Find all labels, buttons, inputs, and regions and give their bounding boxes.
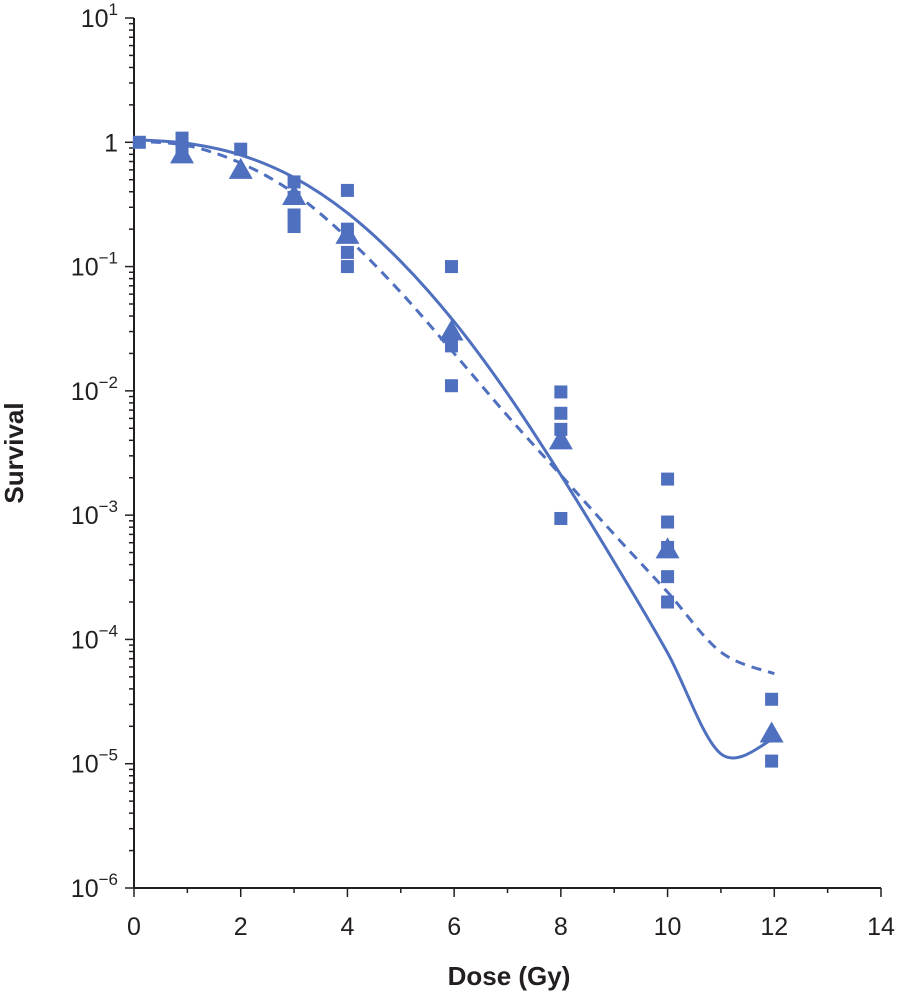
y-tick-label-exponent: −4 (99, 621, 118, 640)
y-tick-label: 101 (81, 0, 118, 33)
triangle-point (170, 142, 195, 164)
square-point (554, 406, 568, 420)
square-point (340, 183, 354, 197)
y-tick-label: 10−1 (71, 249, 118, 282)
y-tick-label: 10−6 (71, 870, 118, 903)
y-tick-label: 10−4 (71, 621, 118, 654)
x-tick-label: 10 (654, 913, 682, 941)
square-point (554, 385, 568, 399)
y-tick-label-base: 1 (104, 129, 118, 157)
square-point (554, 511, 568, 525)
square-point (661, 570, 675, 584)
square-point (444, 260, 458, 274)
x-tick-label: 14 (867, 913, 895, 941)
y-tick-label-base: 10 (71, 875, 99, 903)
y-tick-label-exponent: −5 (99, 746, 118, 765)
series-layer (132, 131, 784, 768)
y-tick-label-exponent: 1 (109, 0, 118, 19)
x-tick-label: 0 (127, 913, 141, 941)
y-tick-label-base: 10 (71, 626, 99, 654)
dashed-fit-line (133, 139, 775, 676)
y-tick-label-base: 10 (71, 751, 99, 779)
square-point (661, 472, 675, 486)
square-point (765, 754, 779, 768)
y-tick-label-exponent: −1 (99, 249, 118, 268)
y-tick-label: 1 (104, 129, 118, 157)
y-tick-label-exponent: −3 (99, 497, 118, 516)
triangle-point (335, 222, 360, 244)
y-tick-label-exponent: −6 (99, 870, 118, 889)
x-tick-label: 12 (760, 913, 788, 941)
x-tick-label: 4 (340, 913, 354, 941)
square-point (444, 379, 458, 393)
y-tick-label-exponent: −2 (99, 373, 118, 392)
square-point (287, 208, 301, 222)
triangle-point (655, 537, 680, 559)
solid-fit-line (133, 138, 775, 760)
triangle-point (759, 721, 784, 743)
y-tick-label-base: 10 (71, 378, 99, 406)
square-point (287, 220, 301, 234)
triangle-point (228, 157, 253, 179)
triangle-point (548, 428, 573, 450)
x-tick-label: 8 (554, 913, 568, 941)
y-tick-label: 10−2 (71, 373, 118, 406)
y-tick-label-base: 10 (81, 5, 109, 33)
x-tick-label: 2 (234, 913, 248, 941)
x-axis-title: Dose (Gy) (448, 961, 571, 991)
y-tick-label-base: 10 (71, 502, 99, 530)
square-point (661, 595, 675, 609)
x-ticks: 0 2 4 6 8 10 12 14 (127, 888, 895, 941)
x-tick-label: 6 (447, 913, 461, 941)
square-point (340, 245, 354, 259)
square-point (444, 339, 458, 353)
triangle-point (439, 319, 464, 341)
y-tick-label-base: 10 (71, 254, 99, 282)
y-axis-title: Survival (0, 402, 29, 503)
square-point (340, 260, 354, 274)
y-tick-label: 10−5 (71, 746, 118, 779)
y-tick-label: 10−3 (71, 497, 118, 530)
square-point (765, 692, 779, 706)
square-point (661, 515, 675, 529)
